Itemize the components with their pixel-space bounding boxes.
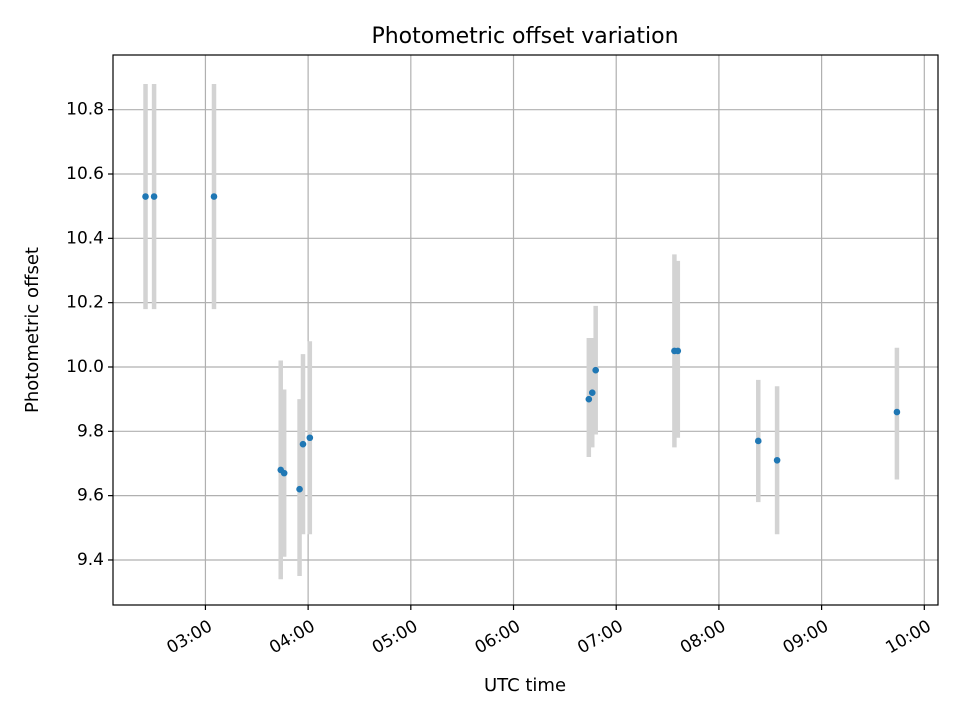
data-point — [674, 347, 682, 355]
data-point — [754, 437, 762, 445]
plot-frame — [112, 54, 939, 606]
grid — [113, 55, 938, 605]
data-point — [142, 193, 149, 200]
data-point — [280, 469, 288, 477]
y-tick-label: 10.0 — [66, 357, 104, 377]
y-tick-label: 9.8 — [77, 421, 104, 441]
data-point — [773, 456, 781, 464]
x-axis-label: UTC time — [484, 675, 566, 696]
y-tick-label: 10.2 — [66, 293, 104, 313]
y-tick-label: 10.6 — [66, 164, 104, 184]
data-point — [893, 408, 901, 416]
data-point — [306, 434, 314, 442]
data-point — [585, 395, 593, 403]
data-point — [592, 366, 599, 374]
y-tick-label: 9.4 — [77, 550, 104, 570]
data-point — [299, 440, 307, 448]
chart-title: Photometric offset variation — [371, 24, 678, 49]
data-point — [210, 193, 218, 200]
data-point — [150, 193, 158, 200]
data-point — [588, 389, 596, 397]
data-points — [142, 193, 901, 493]
y-axis-label: Photometric offset — [22, 247, 43, 413]
data-point — [296, 485, 303, 493]
y-tick-label: 10.8 — [66, 100, 104, 120]
y-tick-label: 10.4 — [66, 228, 104, 248]
y-tick-label: 9.6 — [77, 486, 104, 506]
